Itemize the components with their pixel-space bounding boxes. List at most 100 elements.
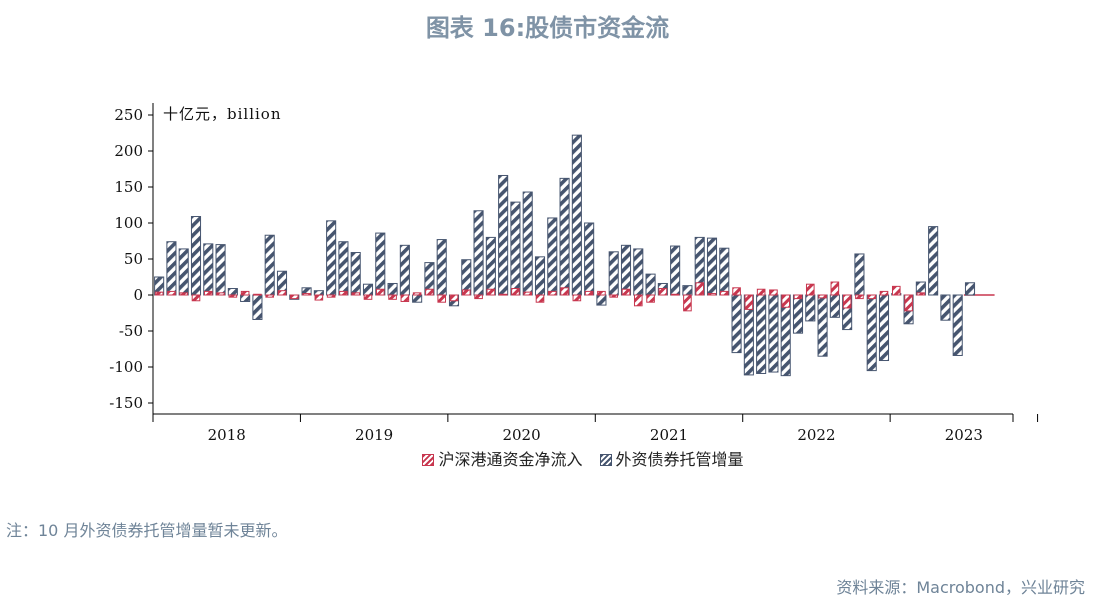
bond-bar (264, 234, 275, 296)
bond-bar (473, 210, 484, 296)
y-tick-label: 100 (114, 214, 143, 232)
bond-bar (178, 248, 189, 296)
bond-bar (485, 236, 496, 296)
bond-bar (952, 294, 963, 356)
connect-bar (830, 281, 840, 296)
connect-bar (167, 290, 176, 296)
bond-bar (633, 248, 644, 296)
bond-bar (682, 285, 693, 296)
connect-bar (867, 294, 877, 300)
bond-bar (608, 251, 619, 296)
bond-bar (645, 273, 656, 296)
y-tick-label: -150 (109, 394, 143, 412)
bond-bar (571, 134, 582, 296)
bond-bar (362, 283, 374, 296)
legend-item-bond: 外资债券托管增量 (599, 446, 744, 470)
bond-bar (326, 220, 337, 296)
bond-bar (866, 294, 877, 372)
bond-bar (375, 232, 386, 296)
bond-bar (399, 244, 410, 296)
connect-bar (289, 294, 299, 300)
connect-bar (769, 289, 778, 296)
legend-label-south-north: 沪深港通资金净流入 (438, 450, 583, 469)
connect-bar (683, 294, 692, 312)
bond-bar (190, 216, 202, 296)
connect-bar (425, 288, 434, 296)
connect-bar (695, 282, 705, 296)
x-year-label: 2023 (945, 426, 983, 444)
bond-bar (240, 294, 251, 302)
connect-bar (818, 294, 827, 299)
bond-bar (792, 294, 804, 334)
bond-bar (387, 282, 398, 296)
footnote: 注：10 月外资债券托管增量暂未更新。 (6, 521, 288, 540)
connect-bar (191, 294, 201, 302)
bond-bar (829, 294, 840, 318)
connect-bar (326, 294, 336, 298)
bond-bar (203, 243, 214, 296)
bond-bar (350, 252, 361, 296)
connect-bar (805, 283, 815, 296)
connect-bar (511, 288, 520, 296)
connect-bar (916, 292, 926, 296)
y-tick-label: 50 (124, 250, 143, 268)
bond-bar (559, 177, 570, 296)
connect-bar (363, 294, 373, 300)
connect-bar (498, 293, 508, 296)
y-tick-label: 200 (114, 142, 143, 160)
connect-bar (351, 292, 361, 296)
connect-bar (855, 294, 864, 300)
connect-bar (265, 294, 275, 298)
connect-bar (756, 288, 766, 296)
bond-bar (731, 294, 742, 354)
connect-bar (314, 294, 324, 301)
chart-title: 图表 16:股债市资金流 (425, 14, 670, 42)
bond-bar (498, 174, 509, 296)
connect-bar (560, 287, 569, 296)
bond-bar (534, 256, 546, 296)
connect-bar (400, 294, 410, 302)
unit-label: 十亿元，billion (163, 105, 281, 123)
connect-bar (486, 288, 496, 296)
connect-bar (572, 294, 582, 302)
bond-bar (338, 241, 349, 296)
connect-bar (523, 291, 533, 296)
x-year-label: 2021 (650, 426, 688, 444)
connect-bar (658, 288, 668, 296)
connect-bar (302, 293, 311, 296)
connect-bar (461, 289, 471, 296)
connect-bar (474, 294, 483, 300)
connect-bar (793, 294, 803, 300)
bond-bar (313, 290, 324, 296)
source-credit: 资料来源：Macrobond，兴业研究 (836, 578, 1085, 597)
x-year-label: 2018 (208, 426, 246, 444)
bond-bar (620, 244, 632, 296)
x-year-label: 2020 (502, 426, 540, 444)
y-tick-label: -50 (119, 322, 143, 340)
x-year-label: 2022 (797, 426, 835, 444)
bond-bar (670, 245, 681, 296)
connect-bar (449, 294, 459, 302)
legend-swatch-blue (599, 454, 612, 466)
bond-bar (756, 294, 767, 374)
connect-bar (744, 294, 754, 310)
connect-bar (535, 294, 545, 303)
connect-bar (707, 293, 717, 296)
connect-bar (904, 294, 913, 312)
connect-bar (277, 290, 287, 296)
connect-bar (339, 290, 348, 296)
connect-bar (203, 290, 213, 296)
connect-bar (891, 285, 901, 296)
bond-bar (436, 239, 447, 296)
bond-bar (547, 217, 558, 296)
bond-bar (768, 294, 779, 373)
bond-bar (166, 241, 177, 296)
y-tick-label: 0 (133, 286, 143, 304)
bond-bar (817, 294, 828, 357)
bond-bar (854, 253, 865, 296)
bond-bar (719, 247, 730, 296)
y-tick-label: 250 (114, 106, 143, 124)
legend-swatch-red (422, 454, 435, 466)
connect-bar (879, 290, 889, 296)
connect-bar (388, 294, 397, 300)
